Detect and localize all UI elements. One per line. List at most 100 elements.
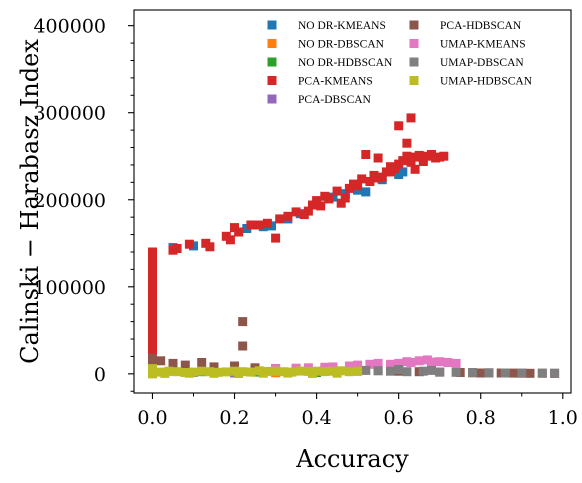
data-point [148, 338, 157, 348]
data-point [148, 364, 157, 374]
legend-label: UMAP-DBSCAN [440, 57, 524, 69]
data-point [365, 359, 375, 369]
data-point [172, 367, 182, 377]
data-point [361, 365, 371, 375]
data-point [373, 153, 383, 163]
legend-item: UMAP-KMEANS [409, 39, 526, 51]
data-point [373, 173, 383, 183]
x-tick-label: 0.4 [301, 407, 331, 429]
data-point [148, 295, 157, 305]
data-point [275, 214, 285, 224]
data-point [148, 345, 157, 354]
data-point [283, 211, 293, 221]
data-point [225, 235, 235, 245]
data-point [197, 366, 207, 376]
data-point [148, 306, 157, 316]
data-point [386, 359, 395, 369]
legend-swatch [409, 76, 419, 85]
data-point [180, 360, 190, 370]
data-point [332, 368, 342, 378]
plot-frame [133, 9, 572, 394]
data-point [525, 368, 535, 378]
legend-label: NO DR-DBSCAN [298, 39, 385, 51]
data-point [451, 358, 461, 368]
data-point [209, 362, 219, 372]
data-point [357, 174, 367, 184]
legend: NO DR-KMEANS NO DR-DBSCAN NO DR-HDBSCAN PCA… [267, 20, 533, 106]
data-point [303, 206, 313, 216]
legend-item: UMAP-DBSCAN [409, 57, 524, 69]
legend-swatch [267, 39, 277, 48]
data-point [238, 317, 248, 327]
data-point [353, 360, 363, 370]
data-point [427, 357, 436, 367]
data-point [205, 242, 215, 252]
data-point [406, 157, 416, 167]
data-point [148, 325, 157, 335]
data-point [410, 164, 420, 174]
data-point [418, 366, 428, 376]
data-point [312, 196, 322, 206]
data-point [451, 367, 461, 377]
x-tick-label: 1.0 [548, 407, 578, 429]
data-point [238, 341, 248, 351]
data-point [386, 167, 395, 177]
data-point [168, 358, 178, 368]
data-point [184, 239, 194, 249]
data-point [373, 358, 383, 368]
data-point [324, 194, 334, 204]
legend-swatch [267, 94, 277, 104]
x-tick-label: 0.0 [137, 407, 167, 429]
series-3-points [148, 113, 449, 374]
legend-label: UMAP-KMEANS [440, 39, 526, 51]
data-point [439, 151, 449, 161]
data-point [344, 361, 354, 371]
data-point [316, 201, 326, 211]
legend-item: NO DR-HDBSCAN [267, 57, 393, 69]
data-point [509, 368, 519, 378]
data-point [402, 367, 412, 377]
data-point [283, 368, 293, 378]
data-point [148, 282, 157, 292]
data-point [246, 367, 256, 377]
data-point [537, 368, 547, 378]
data-point [160, 368, 170, 378]
data-point [402, 138, 412, 148]
data-point [148, 266, 157, 276]
data-point [295, 366, 305, 376]
x-axis-title: Accuracy [295, 445, 409, 473]
y-axis: 0 100000 200000 300000 400000 [33, 16, 134, 392]
data-point [353, 181, 363, 191]
legend-swatch [409, 39, 419, 48]
legend-item: NO DR-DBSCAN [267, 39, 385, 51]
data-point [427, 365, 436, 375]
data-point [365, 177, 375, 186]
data-point [402, 151, 412, 161]
x-tick-label: 0.2 [219, 407, 249, 429]
data-point [148, 332, 157, 342]
data-point [406, 113, 416, 123]
data-point [291, 207, 301, 217]
y-tick-label: 100000 [33, 277, 106, 299]
legend-swatch [267, 76, 277, 85]
data-point [320, 367, 330, 377]
legend-label: UMAP-HDBSCAN [440, 76, 533, 88]
data-point [336, 198, 346, 208]
data-point [172, 244, 182, 253]
data-point [414, 356, 424, 366]
data-point [148, 260, 157, 270]
data-point [394, 358, 404, 368]
data-point [234, 369, 244, 378]
data-point [221, 367, 231, 377]
data-point [271, 233, 281, 243]
legend-swatch [267, 20, 277, 30]
data-point [435, 357, 445, 367]
data-point [184, 368, 194, 378]
data-point [246, 220, 256, 230]
data-point [484, 368, 494, 378]
data-point [344, 367, 354, 377]
data-point [230, 361, 239, 371]
data-point [148, 247, 157, 257]
data-point [402, 357, 412, 367]
